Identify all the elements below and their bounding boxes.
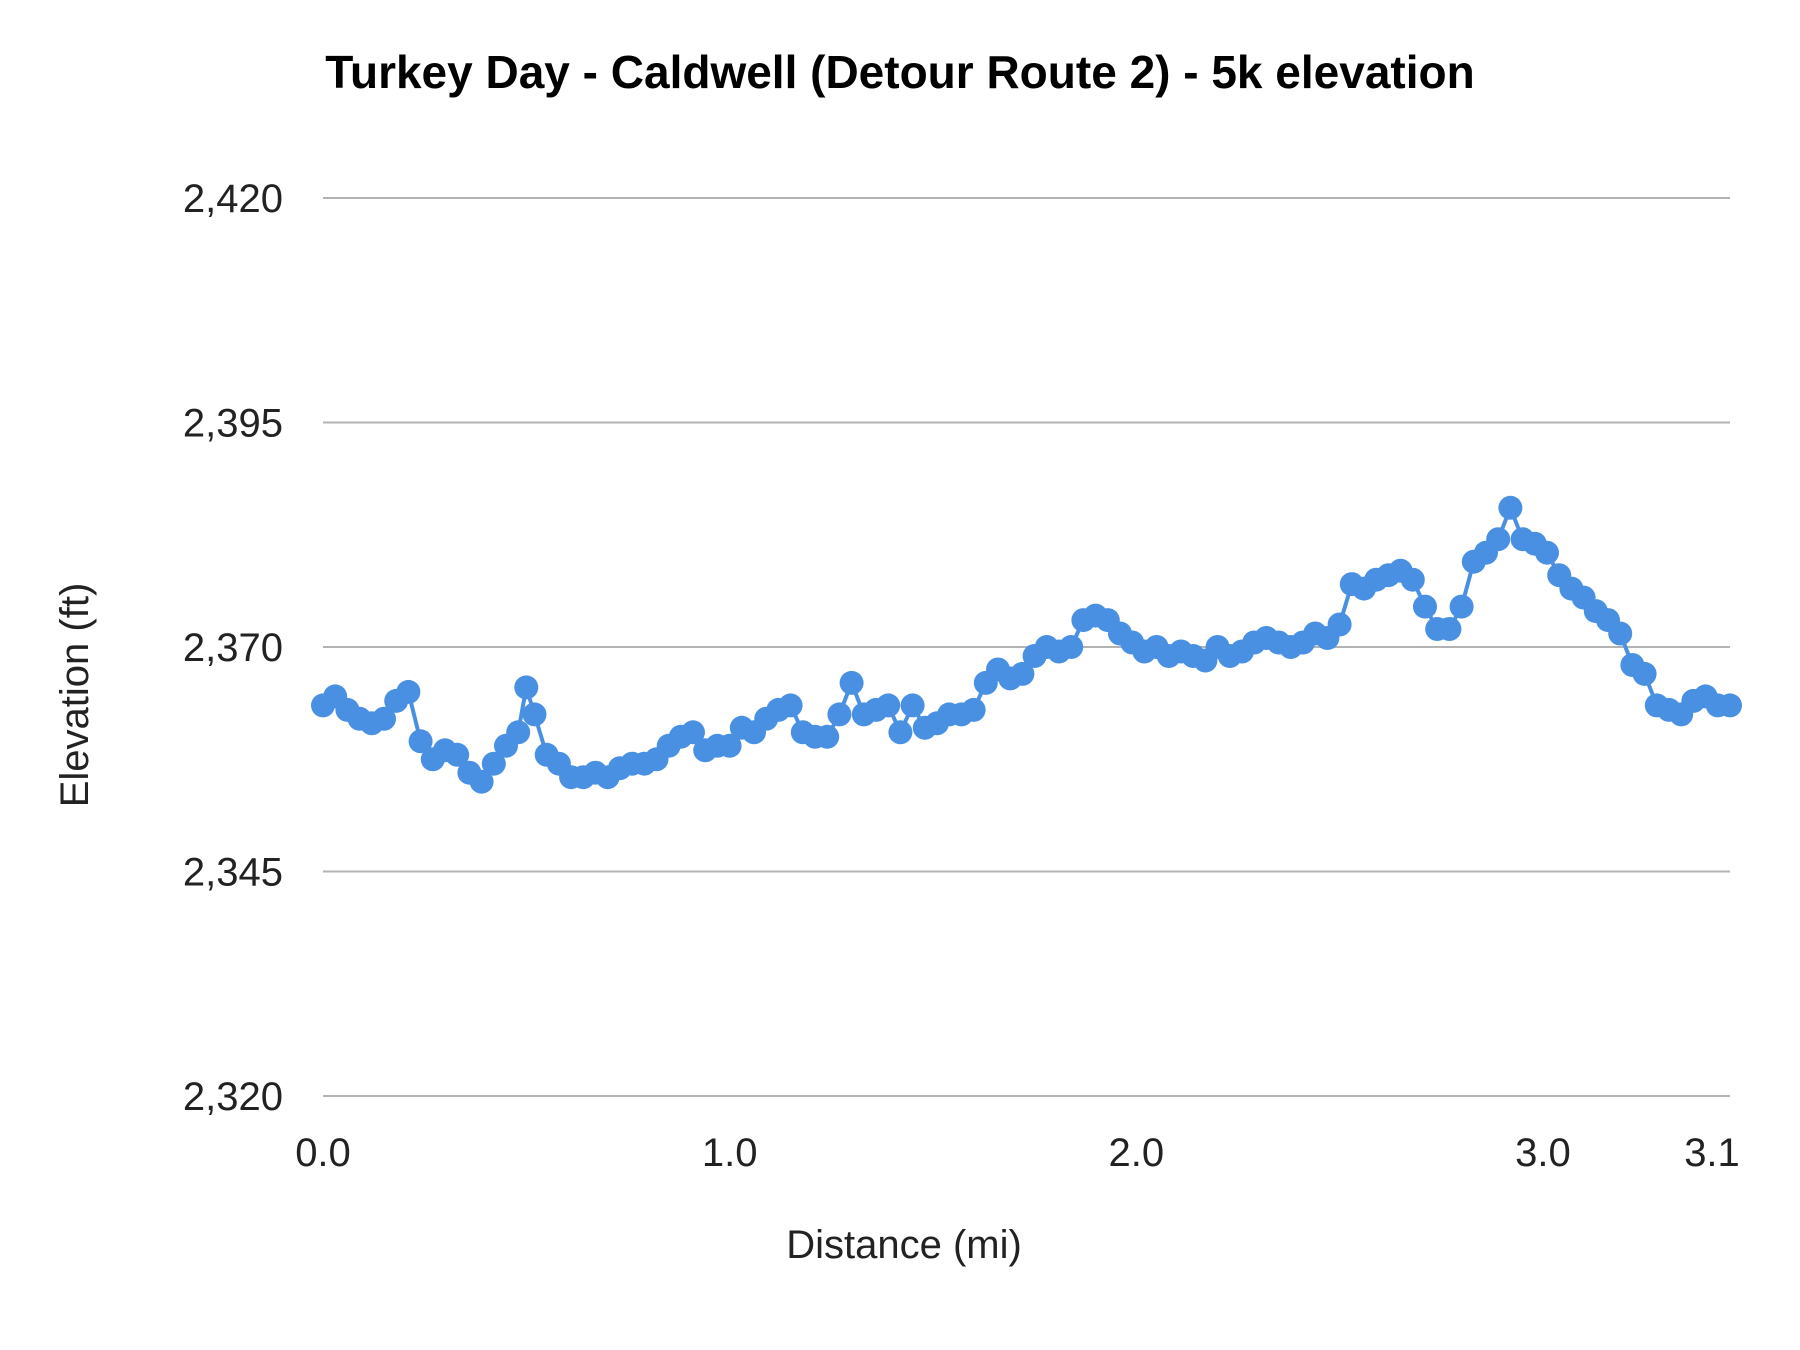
x-axis-label: Distance (mi) <box>786 1223 1022 1267</box>
data-point <box>961 697 986 722</box>
data-point <box>778 693 803 718</box>
data-point <box>900 693 925 718</box>
data-point <box>717 733 742 758</box>
data-point <box>1535 540 1559 565</box>
data-point <box>522 702 547 727</box>
data-point <box>506 720 531 745</box>
x-axis-ticks: 0.0 1.0 2.0 3.0 3.1 <box>295 1131 1740 1175</box>
chart-title: Turkey Day - Caldwell (Detour Route 2) -… <box>325 46 1474 98</box>
data-point <box>1449 594 1474 619</box>
data-point <box>396 679 421 704</box>
data-point <box>408 729 433 754</box>
y-tick-label: 2,320 <box>183 1075 283 1119</box>
data-point <box>1632 661 1657 686</box>
y-axis-label: Elevation (ft) <box>53 583 97 808</box>
y-axis-ticks: 2,320 2,345 2,370 2,395 2,420 <box>183 177 283 1119</box>
data-point <box>1059 635 1084 659</box>
data-point <box>469 769 494 794</box>
data-point <box>888 720 913 745</box>
data-point <box>1010 661 1035 686</box>
data-point <box>1327 612 1352 637</box>
x-tick-label: 3.1 <box>1684 1131 1740 1175</box>
data-point <box>815 724 840 749</box>
elevation-series-points <box>311 495 1742 794</box>
x-tick-label: 2.0 <box>1108 1131 1164 1175</box>
x-tick-label: 0.0 <box>295 1131 351 1175</box>
data-point <box>1437 617 1462 641</box>
data-point <box>839 670 864 695</box>
data-point <box>1498 495 1523 520</box>
data-point <box>876 693 901 718</box>
data-point <box>1608 621 1633 646</box>
data-point <box>514 675 539 700</box>
gridlines <box>323 197 1730 1097</box>
y-tick-label: 2,395 <box>183 402 283 446</box>
data-point <box>1413 594 1437 619</box>
data-point <box>1718 693 1742 718</box>
y-tick-label: 2,345 <box>183 851 283 895</box>
data-point <box>445 742 470 767</box>
x-tick-label: 1.0 <box>702 1131 758 1175</box>
data-point <box>1400 567 1425 592</box>
data-point <box>681 720 705 745</box>
y-tick-label: 2,420 <box>183 177 283 221</box>
x-tick-label: 3.0 <box>1515 1131 1571 1175</box>
data-point <box>827 702 852 727</box>
y-tick-label: 2,370 <box>183 626 283 670</box>
data-point <box>372 706 396 731</box>
data-point <box>1486 527 1511 552</box>
data-point <box>481 751 506 776</box>
